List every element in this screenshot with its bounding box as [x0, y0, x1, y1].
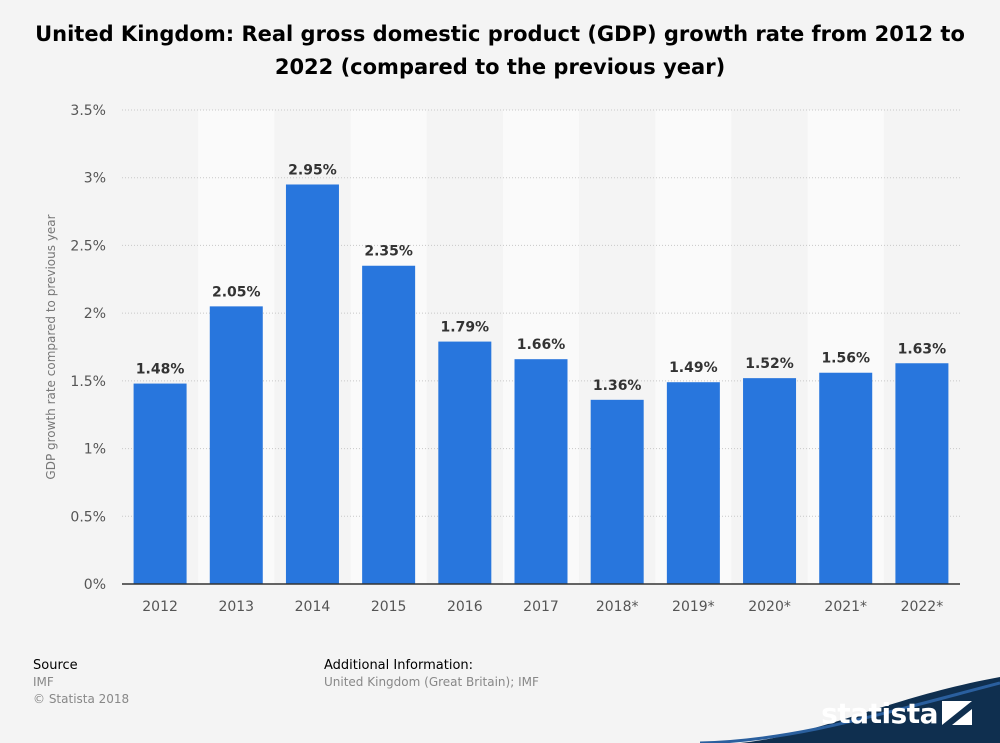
x-tick-label: 2019* — [672, 599, 715, 615]
additional-info-text: United Kingdom (Great Britain); IMF — [324, 675, 539, 689]
y-tick-label: 3.5% — [70, 103, 106, 119]
x-tick-label: 2017 — [523, 599, 559, 615]
bar — [514, 359, 568, 584]
data-label: 1.36% — [593, 378, 642, 394]
x-tick-label: 2013 — [218, 599, 254, 615]
x-tick-label: 2021* — [824, 599, 867, 615]
additional-info-block: Additional Information: United Kingdom (… — [324, 657, 539, 691]
bar — [362, 265, 416, 584]
copyright: © Statista 2018 — [33, 692, 130, 706]
data-label: 2.35% — [364, 244, 413, 260]
bar — [819, 372, 873, 584]
x-tick-label: 2020* — [748, 599, 791, 615]
data-label: 2.05% — [212, 284, 261, 300]
chart-title: United Kingdom: Real gross domestic prod… — [0, 18, 1000, 84]
bar — [285, 184, 339, 584]
y-tick-label: 2.5% — [70, 238, 106, 254]
statista-logo-icon — [942, 701, 972, 725]
bar — [895, 363, 949, 584]
chart-title-line-2: 2022 (compared to the previous year) — [274, 55, 726, 79]
data-label: 1.56% — [821, 351, 870, 367]
x-tick-label: 2022* — [901, 599, 944, 615]
data-label: 1.79% — [441, 320, 490, 336]
x-tick-label: 2012 — [142, 599, 178, 615]
bar-chart: 0% 0.5% 1% 1.5% 2% 2.5% 3% 3.5% 1.48% 2012 2.05% 20… — [44, 103, 960, 615]
bar — [666, 382, 720, 584]
bar — [133, 383, 187, 584]
bar — [590, 399, 644, 584]
y-tick-label: 1% — [84, 442, 106, 458]
y-tick-label: 1.5% — [70, 374, 106, 390]
x-tick-label: 2016 — [447, 599, 483, 615]
source-heading: Source — [33, 658, 78, 673]
data-label: 1.49% — [669, 360, 718, 376]
y-tick-label: 3% — [84, 171, 106, 187]
data-label: 2.95% — [288, 162, 337, 178]
y-tick-label: 0% — [84, 577, 106, 593]
additional-info-heading: Additional Information: — [324, 658, 474, 673]
y-tick-label: 2% — [84, 306, 106, 322]
x-tick-label: 2018* — [596, 599, 639, 615]
source-block: Source IMF © Statista 2018 — [33, 657, 129, 708]
data-label: 1.63% — [898, 341, 947, 357]
statista-logo-text: statista — [821, 697, 938, 730]
x-tick-label: 2014 — [295, 599, 331, 615]
data-label: 1.66% — [517, 337, 566, 353]
chart-title-line-1: United Kingdom: Real gross domestic prod… — [35, 22, 965, 46]
bar — [438, 341, 492, 584]
data-label: 1.48% — [136, 362, 185, 378]
brand-swoosh — [700, 677, 1000, 743]
data-label: 1.52% — [745, 356, 794, 372]
y-axis-title: GDP growth rate compared to previous yea… — [44, 214, 58, 479]
statista-brand[interactable]: statista — [700, 677, 1000, 743]
bar — [743, 378, 797, 584]
x-tick-label: 2015 — [371, 599, 407, 615]
source-name: IMF — [33, 675, 54, 689]
y-tick-label: 0.5% — [70, 509, 106, 525]
bar — [209, 306, 263, 584]
